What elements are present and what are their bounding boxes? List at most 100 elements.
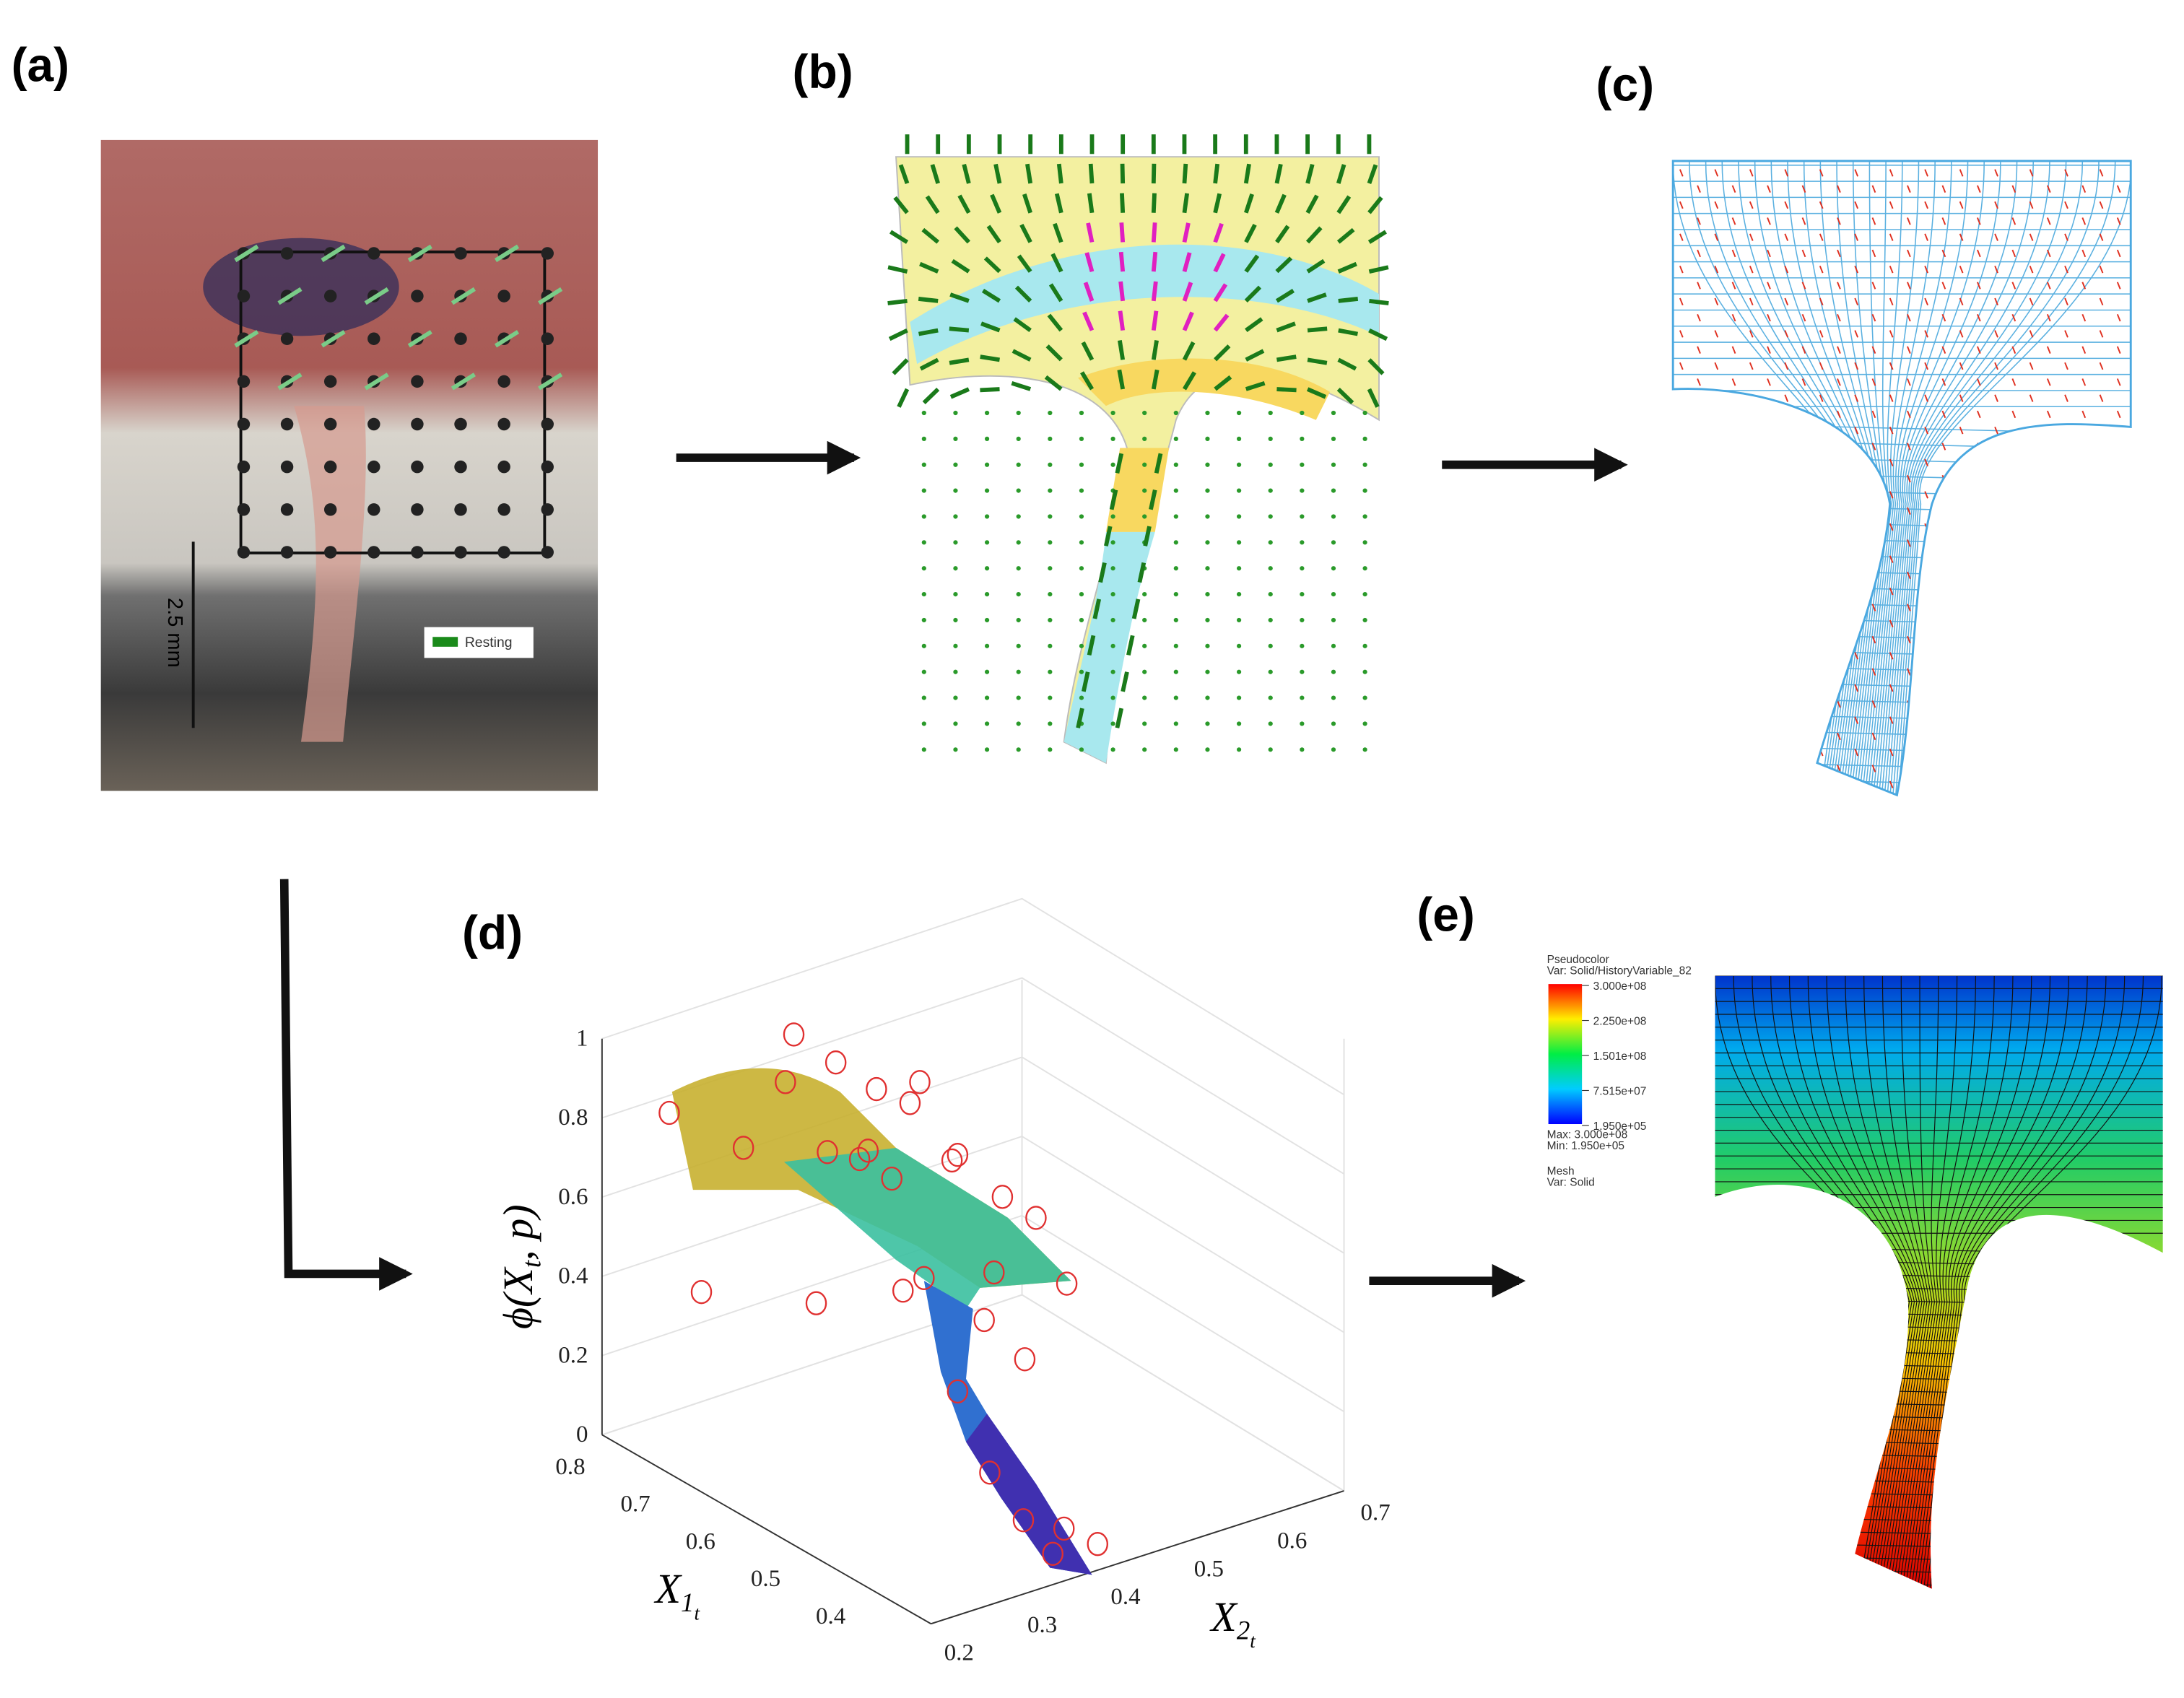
- grid-dot: [953, 643, 958, 648]
- vector: [1994, 427, 1998, 435]
- vector: [1784, 523, 1789, 531]
- vector: [1714, 684, 1719, 692]
- grid-dot: [1205, 462, 1210, 467]
- vector: [1819, 716, 1824, 724]
- vector: [2116, 443, 2121, 450]
- vector: [1837, 507, 1841, 515]
- label-part: ϕ(X: [495, 1266, 541, 1329]
- grid-dot: [921, 747, 926, 752]
- vector: [2011, 668, 2016, 676]
- mesh-line: [1770, 975, 1915, 1589]
- grid-dot: [1016, 436, 1021, 441]
- label-part: X: [1209, 1593, 1238, 1640]
- grid-dot: [984, 488, 990, 493]
- vector: [1977, 378, 1981, 386]
- vector: [1925, 814, 1928, 821]
- vector: [1697, 604, 1701, 611]
- grid-dot: [984, 462, 990, 467]
- grid-dot: [1300, 669, 1305, 674]
- vector: [364, 287, 389, 305]
- vector: [1889, 297, 1894, 306]
- grid-dot: [1300, 643, 1305, 648]
- vector: [1941, 539, 1946, 547]
- vector: [1767, 378, 1771, 386]
- grid-dot: [1331, 514, 1336, 519]
- vector: [918, 328, 939, 336]
- vector: [2064, 362, 2068, 370]
- vector: [2029, 394, 2034, 402]
- vector: [1731, 765, 1736, 772]
- grid-dot: [1236, 488, 1242, 493]
- vector: [1924, 362, 1928, 370]
- vector: [2048, 797, 2050, 804]
- vector: [2046, 668, 2051, 676]
- grid-dot: [1048, 669, 1053, 674]
- vector: [1977, 765, 1981, 772]
- vector: [1182, 371, 1196, 391]
- grid-dot: [1300, 592, 1305, 597]
- vector: [2081, 217, 2087, 225]
- grid-dot: [953, 669, 958, 674]
- vector: [1697, 443, 1701, 450]
- vector: [1994, 330, 1998, 338]
- vector: [1679, 491, 1684, 499]
- vector: [1149, 489, 1157, 510]
- sample-point: [658, 1100, 680, 1126]
- vector: [919, 261, 939, 274]
- vector: [962, 163, 971, 184]
- vector: [1749, 749, 1754, 757]
- vector: [2099, 266, 2104, 274]
- vector: [2064, 652, 2068, 660]
- vector: [1959, 652, 1964, 660]
- vector: [2029, 780, 2034, 789]
- vector: [1087, 193, 1095, 214]
- grid-dot: [1236, 462, 1242, 467]
- sample-point: [805, 1291, 827, 1315]
- vector: [1871, 765, 1876, 772]
- marker: [497, 460, 510, 474]
- grid-dot: [1300, 514, 1305, 519]
- vector: [981, 289, 1001, 303]
- mesh-line: [1881, 975, 1930, 1589]
- grid-dot: [1173, 436, 1178, 441]
- vector: [1679, 588, 1684, 596]
- marker: [541, 503, 554, 516]
- vector: [2099, 297, 2104, 306]
- vector: [1307, 357, 1328, 365]
- grid-dot: [1079, 462, 1084, 467]
- vector: [2012, 797, 2015, 804]
- vector: [1941, 765, 1946, 772]
- vector: [2029, 233, 2034, 241]
- vector: [1977, 732, 1981, 741]
- vector: [1715, 814, 1718, 821]
- grid-dot: [1362, 721, 1367, 726]
- vector: [887, 298, 908, 305]
- vector: [949, 387, 970, 399]
- vector: [1801, 765, 1806, 772]
- vector: [2029, 266, 2034, 274]
- grid-dot: [921, 540, 926, 545]
- grid-dot: [984, 617, 990, 623]
- vector: [1924, 555, 1928, 563]
- mesh-line: [1869, 160, 1969, 796]
- vector: [1871, 507, 1876, 515]
- vector: [1118, 310, 1126, 331]
- vector: [1117, 369, 1126, 390]
- sample-point: [1012, 1508, 1035, 1533]
- vector: [1837, 668, 1841, 676]
- vector: [2029, 588, 2034, 596]
- vector: [2116, 346, 2121, 354]
- vector: [1801, 474, 1806, 483]
- vector: [1276, 387, 1297, 393]
- vector: [1367, 388, 1380, 408]
- mesh-line: [1861, 160, 1920, 796]
- grid-dot: [1142, 436, 1147, 441]
- vector: [1336, 387, 1354, 405]
- marker: [411, 289, 424, 302]
- vector: [1275, 256, 1293, 274]
- vector: [1889, 458, 1894, 467]
- marker: [237, 546, 251, 559]
- vector: [1697, 571, 1701, 580]
- mesh-line: [1864, 160, 1936, 796]
- grid-dot: [1236, 436, 1242, 441]
